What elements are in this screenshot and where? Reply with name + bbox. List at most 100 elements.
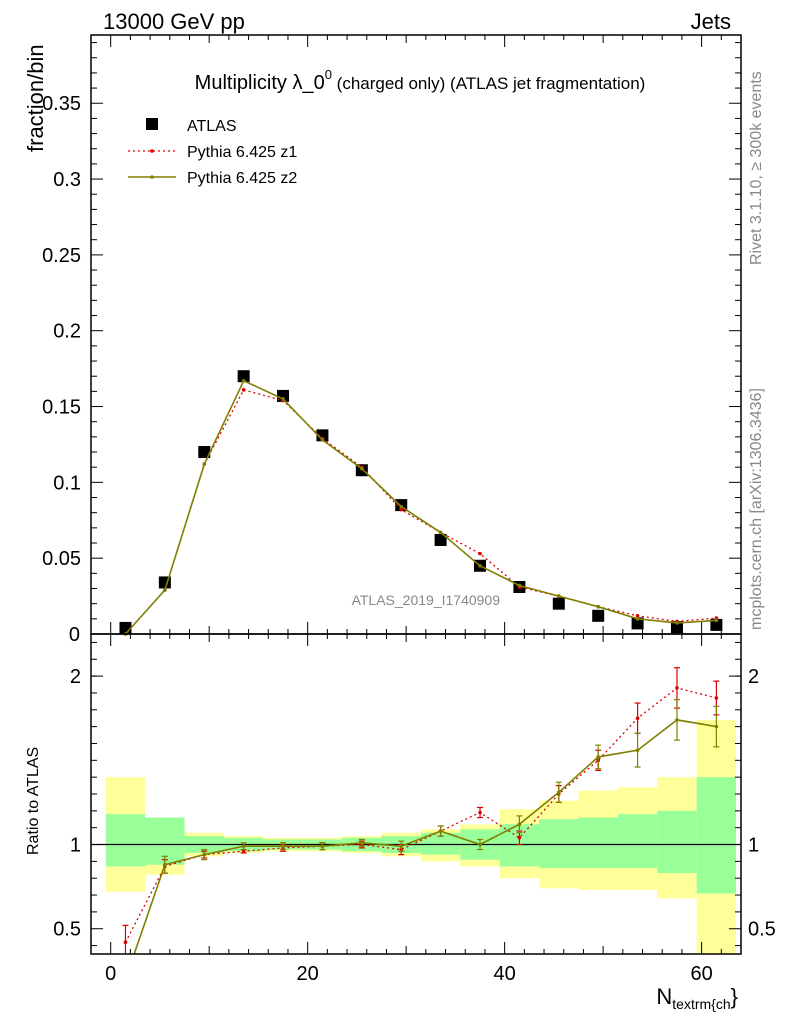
ratio-band-inner (105, 814, 146, 867)
z2-ratio-point (399, 844, 404, 849)
z2-point (635, 617, 640, 621)
legend-label-z1: Pythia 6.425 z1 (187, 144, 297, 161)
z1-ratio-point (714, 696, 719, 700)
main-y-tick-label: 0.35 (42, 93, 81, 115)
z2-ratio-line (133, 719, 717, 954)
main-y-tick-label: 0.1 (53, 472, 81, 494)
watermark: ATLAS_2019_I1740909 (352, 592, 501, 608)
z2-point (714, 618, 719, 623)
z1-ratio-point (517, 835, 522, 840)
legend-label-atlas: ATLAS (187, 118, 237, 135)
ratio-band-inner (617, 814, 658, 869)
z2-point (163, 588, 167, 592)
ratio-y-tick-label: 1 (70, 835, 81, 857)
atlas-point (670, 621, 683, 634)
z1-ratio-point (478, 810, 482, 815)
ratio-y-tick-label: 0.5 (53, 919, 81, 941)
atlas-point (277, 389, 290, 402)
atlas-point (710, 618, 723, 631)
main-y-tick-label: 0.2 (53, 321, 81, 343)
ratio-y-tick-label-right: 1 (748, 835, 759, 857)
main-y-axis-label: fraction/bin (23, 44, 48, 152)
z2-ratio-point (320, 844, 325, 849)
z2-ratio-point (557, 790, 561, 795)
z1-ratio-point (123, 940, 128, 945)
atlas-point (631, 617, 644, 630)
z2-ratio-point (281, 844, 285, 849)
z2-ratio-point (635, 748, 640, 753)
z1-ratio-point (241, 849, 246, 854)
z2-point (360, 466, 364, 471)
z2-point (596, 604, 600, 609)
x-tick-label: 40 (494, 963, 516, 985)
main-panel: ATLAS_2019_I1740909 0.050.10.150.20.250.… (23, 34, 742, 646)
z1-line (125, 389, 717, 635)
ratio-band-inner (657, 810, 697, 874)
mcplots-label: mcplots.cern.ch [arXiv:1306.3436] (748, 388, 765, 630)
legend-marker-z2 (150, 175, 154, 179)
z2-ratio-point (438, 829, 443, 833)
main-plot-area (119, 370, 723, 636)
z1-point (241, 388, 246, 392)
atlas-point (434, 533, 447, 546)
z1-point (478, 551, 482, 556)
z2-point (320, 438, 325, 442)
ratio-y-tick-label-right: 0.5 (748, 919, 776, 941)
x-tick-label: 20 (297, 963, 319, 985)
z2-point (438, 530, 443, 535)
z2-ratio-point (360, 841, 364, 845)
main-y-tick-label: 0.15 (42, 397, 81, 419)
legend-marker-z1 (150, 149, 154, 153)
x-tick-label: 60 (690, 963, 712, 985)
z2-line (124, 379, 717, 635)
legend-marker-atlas (146, 118, 158, 130)
ratio-frame (90, 633, 742, 955)
z1-ratio-line (124, 687, 717, 943)
header-left: 13000 GeV pp (103, 9, 245, 34)
header-right: Jets (691, 9, 731, 34)
z2-ratio-point (202, 852, 207, 857)
z2-ratio-point (124, 977, 128, 981)
z2-point (675, 621, 679, 625)
atlas-point (237, 370, 250, 383)
z2-ratio-point (517, 822, 522, 827)
atlas-point (198, 446, 211, 459)
main-title-rest: (charged only) (ATLAS jet fragmentation) (332, 74, 645, 93)
z1-point (635, 614, 640, 618)
ratio-y-axis-label: Ratio to ATLAS (25, 747, 42, 855)
ratio-y-tick-label-right: 2 (748, 666, 759, 688)
z2-point (241, 378, 246, 383)
ratio-plot-area (91, 667, 741, 981)
atlas-point (316, 429, 329, 442)
ratio-band-inner (539, 819, 579, 869)
main-y-tick-label: 0.05 (42, 548, 81, 570)
main-y-tick-label: 0.3 (53, 169, 81, 191)
z2-ratio-point (714, 724, 719, 729)
x-axis-label-subscript: textrm{ch (672, 996, 730, 1012)
x-tick-label: 0 (105, 963, 116, 985)
ratio-ticks: 0 20 40 60 0.5 0.5 1 1 2 2 (53, 634, 776, 985)
main-y-tick-label: 0.25 (42, 245, 81, 267)
main-title: Multiplicity λ_00 (charged only) (ATLAS … (195, 67, 646, 94)
ratio-band-inner (578, 817, 618, 869)
legend-label-z2: Pythia 6.425 z2 (187, 170, 297, 187)
rivet-label: Rivet 3.1.10, ≥ 300k events (748, 71, 765, 265)
z1-point (399, 507, 404, 512)
z2-point (557, 594, 561, 598)
z1-ratio-point (635, 716, 640, 721)
z2-point (478, 563, 482, 568)
ratio-band-inner (696, 777, 737, 894)
z2-point (399, 504, 404, 509)
atlas-point (119, 621, 132, 634)
atlas-point (592, 609, 605, 622)
ratio-band-inner (420, 832, 461, 855)
ratio-series-group (122, 667, 720, 981)
z2-ratio-point (596, 755, 600, 759)
legend: ATLAS Pythia 6.425 z1 Pythia 6.425 z2 (128, 118, 297, 187)
z1-ratio-point (675, 686, 679, 690)
z2-point (517, 583, 522, 588)
z2-ratio-point (478, 842, 482, 847)
main-y-ticks: 0.05 0.1 0.15 0.2 0.25 0.3 0.35 (42, 35, 742, 634)
main-y-zero-label: 0 (69, 624, 80, 646)
main-title-superscript: 0 (325, 67, 332, 82)
